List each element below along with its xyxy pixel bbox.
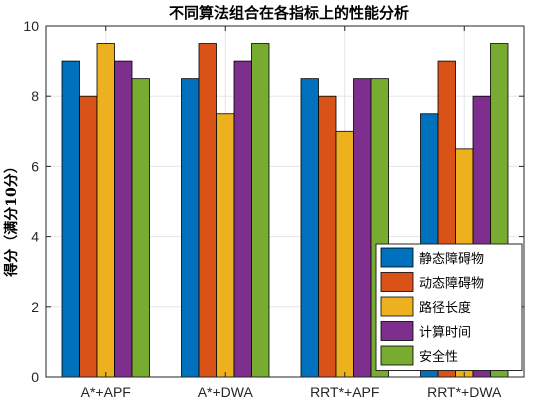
legend-swatch [380, 345, 414, 366]
bar [318, 95, 337, 378]
legend-swatch [380, 272, 414, 292]
bar [79, 95, 98, 378]
axes-box [45, 25, 525, 378]
axes [45, 25, 525, 378]
bar [300, 78, 319, 378]
bar [198, 43, 217, 378]
legend-label: 路径长度 [419, 300, 471, 316]
x-tick-label: RRT*+APF [310, 384, 379, 400]
bar [353, 78, 372, 378]
bar [61, 60, 80, 378]
x-tick-label: A*+DWA [198, 384, 254, 400]
bar [335, 130, 354, 378]
y-tick-label: 6 [31, 158, 39, 174]
legend-label: 计算时间 [419, 326, 471, 341]
x-tick-label: A*+APF [81, 384, 131, 400]
y-tick-label: 0 [31, 369, 39, 385]
bar [216, 113, 235, 378]
bar [181, 78, 200, 378]
bar [96, 43, 115, 378]
chart-title: 不同算法组合在各指标上的性能分析 [169, 4, 409, 22]
legend-swatch [380, 321, 414, 341]
y-tick-labels: 0 2 4 6 8 10 [23, 18, 39, 385]
y-tick-label: 4 [31, 229, 39, 245]
x-tick-label: RRT*+DWA [427, 384, 502, 400]
bar [131, 78, 150, 378]
legend-label: 动态障碍物 [419, 277, 484, 292]
legend-label: 静态障碍物 [419, 252, 484, 267]
legend-swatch [380, 247, 414, 268]
legend-swatch [380, 296, 414, 317]
bar [114, 60, 133, 378]
bar [233, 60, 252, 378]
x-tick-labels: A*+APF A*+DWA RRT*+APF RRT*+DWA [81, 384, 502, 400]
y-axis-label: 得分（满分10分） [3, 159, 20, 277]
y-tick-label: 2 [31, 299, 39, 315]
bar [251, 43, 270, 378]
bars [61, 43, 509, 378]
legend-label: 安全性 [419, 349, 458, 365]
y-tick-label: 8 [31, 88, 39, 104]
y-tick-label: 10 [23, 18, 39, 34]
